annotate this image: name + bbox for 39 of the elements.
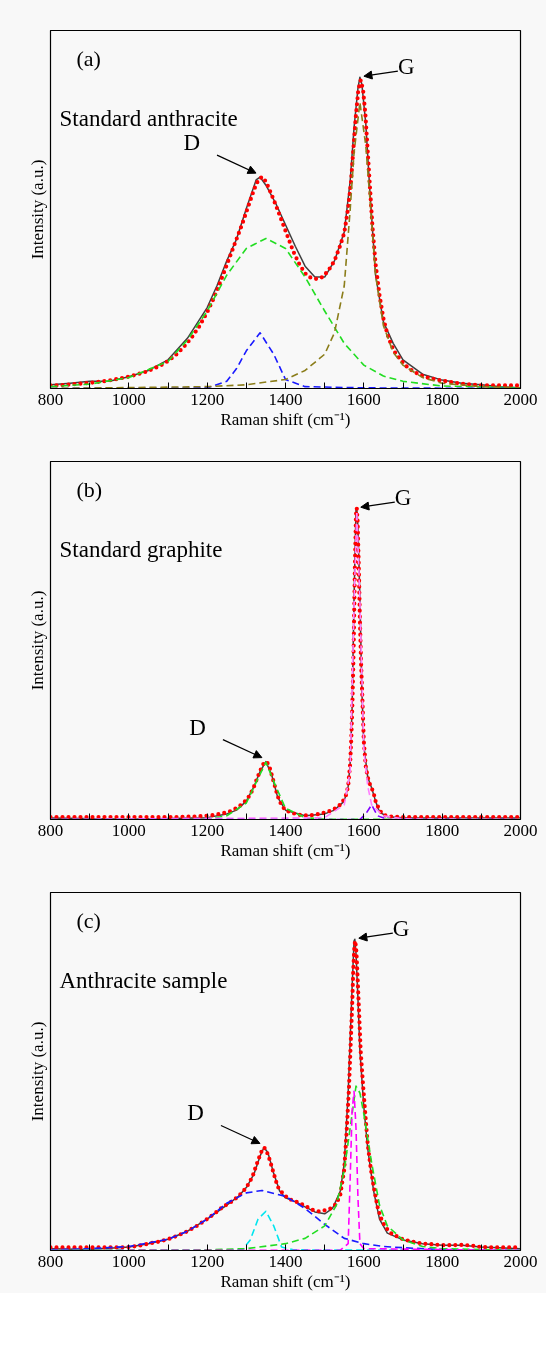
y-axis-title: Intensity (a.u.) xyxy=(27,159,47,260)
chart-title: (b) xyxy=(76,476,103,502)
annotation: G xyxy=(394,485,412,511)
x-tick-label: 800 xyxy=(37,389,64,409)
x-tick-label: 800 xyxy=(37,1251,64,1271)
x-tick-label: 1000 xyxy=(111,1251,146,1271)
x-tick-label: 2000 xyxy=(503,820,538,840)
x-tick-label: 800 xyxy=(37,820,64,840)
x-tick-label: 2000 xyxy=(503,1251,538,1271)
chart-title: (a) xyxy=(76,45,101,71)
x-tick-label: 2000 xyxy=(503,389,538,409)
x-tick-label: 1800 xyxy=(425,1251,460,1271)
x-tick-label: 1000 xyxy=(111,389,146,409)
x-axis-title: Raman shift (cm⁻¹) xyxy=(220,1271,351,1291)
text: Standard graphite xyxy=(59,536,223,562)
annotation: G xyxy=(397,54,415,80)
text: Anthracite sample xyxy=(59,967,228,993)
x-axis-title: Raman shift (cm⁻¹) xyxy=(220,840,351,860)
annotation: D xyxy=(183,130,201,156)
x-tick-label: 1200 xyxy=(190,820,225,840)
chart-title: (c) xyxy=(76,907,101,933)
text: Standard anthracite xyxy=(59,105,238,131)
y-axis-title: Intensity (a.u.) xyxy=(27,590,47,691)
x-tick-label: 1200 xyxy=(190,389,225,409)
annotation: D xyxy=(189,714,206,740)
annotation: D xyxy=(187,1100,204,1126)
x-tick-label: 1400 xyxy=(268,389,303,409)
x-tick-label: 1400 xyxy=(268,1251,303,1271)
x-tick-label: 1800 xyxy=(425,820,460,840)
x-tick-label: 1000 xyxy=(111,820,146,840)
x-tick-label: 1200 xyxy=(190,1251,225,1271)
x-tick-label: 1600 xyxy=(346,820,381,840)
annotation: G xyxy=(392,916,410,942)
y-axis-title: Intensity (a.u.) xyxy=(27,1021,47,1122)
x-tick-label: 1600 xyxy=(346,389,381,409)
x-tick-label: 1800 xyxy=(425,389,460,409)
x-tick-label: 1600 xyxy=(346,1251,381,1271)
x-axis-title: Raman shift (cm⁻¹) xyxy=(220,409,351,429)
x-tick-label: 1400 xyxy=(268,820,303,840)
